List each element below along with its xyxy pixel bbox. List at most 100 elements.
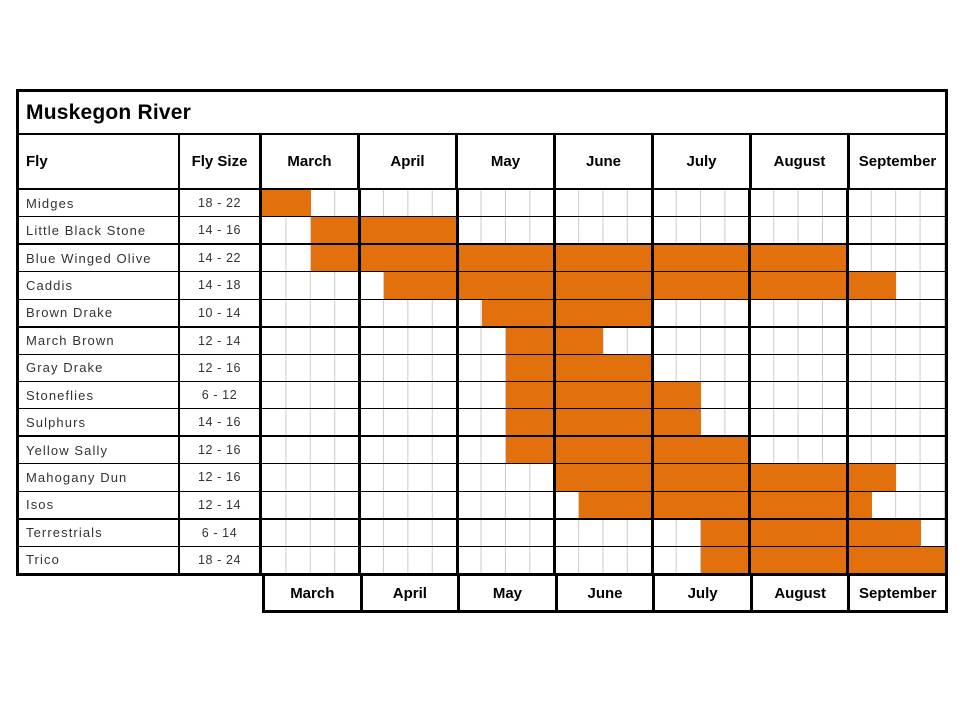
month-gridline [455,245,459,272]
month-gridline [650,546,654,573]
month-header-august: August [749,135,847,188]
month-gridline [650,217,654,244]
hatch-bar [310,217,458,244]
month-gridline [358,381,362,409]
hatch-timeline-cell [262,272,945,299]
fly-size: 18 - 24 [180,546,262,573]
month-gridline [748,245,752,272]
month-footer-july: July [652,576,750,610]
month-gridline [358,272,362,299]
month-gridline [455,519,459,546]
month-gridline [650,354,654,381]
fly-name: Gray Drake [19,354,180,381]
fly-size: 14 - 18 [180,272,262,299]
month-gridline [358,217,362,244]
month-gridline [455,299,459,326]
month-gridline [845,491,849,518]
chart-title: Muskegon River [19,92,945,135]
month-gridline [845,464,849,491]
month-gridline [650,190,654,217]
month-footer-april: April [359,576,458,610]
month-gridline [650,381,654,409]
month-gridline [650,327,654,354]
hatch-bar [262,190,311,217]
hatch-bar [505,409,702,436]
fly-size: 14 - 16 [180,409,262,436]
month-gridline [455,327,459,354]
hatch-timeline-cell [262,354,945,381]
month-gridline [845,437,849,464]
fly-row: Mahogany Dun 12 - 16 [19,464,945,492]
hatch-timeline-cell [262,245,945,272]
fly-size: 12 - 14 [180,491,262,518]
fly-row: Brown Drake 10 - 14 [19,299,945,328]
hatch-timeline-cell [262,464,945,491]
fly-size: 12 - 16 [180,354,262,381]
month-gridline [650,299,654,326]
month-gridline [553,437,557,464]
month-header-june: June [553,135,651,188]
fly-row: Gray Drake 12 - 16 [19,354,945,382]
month-gridline [650,272,654,299]
month-footer-may: May [457,576,555,610]
fly-row: Sulphurs 14 - 16 [19,409,945,438]
month-gridline [358,327,362,354]
month-gridline [650,245,654,272]
fly-size: 14 - 16 [180,217,262,244]
fly-row: March Brown 12 - 14 [19,327,945,355]
month-footer-august: August [749,576,848,610]
fly-row: Trico 18 - 24 [19,546,945,573]
month-gridline [358,491,362,518]
month-gridline [650,464,654,491]
hatch-timeline-cell [262,546,945,573]
month-gridline [553,354,557,381]
hatch-timeline-cell [262,327,945,354]
month-footer-september: September [847,576,945,610]
month-gridline [845,546,849,573]
fly-row: Stoneflies 6 - 12 [19,381,945,410]
month-header-april: April [357,135,455,188]
hatch-bar [310,245,848,272]
month-gridline [455,217,459,244]
fly-size: 18 - 22 [180,190,262,217]
month-gridline [748,354,752,381]
month-gridline [748,190,752,217]
fly-row: Blue Winged Olive 14 - 22 [19,245,945,273]
month-gridline [455,491,459,518]
month-gridline [358,519,362,546]
month-gridline [845,190,849,217]
hatch-bar [505,437,750,464]
fly-size: 6 - 12 [180,381,262,409]
fly-rows: Midges 18 - 22 Little Black Stone 14 - 16 Bl… [19,190,945,573]
fly-row: Midges 18 - 22 [19,190,945,218]
fly-name: Terrestrials [19,519,180,546]
hatch-chart-table: Muskegon River Fly Fly Size March April Ma… [16,89,948,576]
month-gridline [358,546,362,573]
hatch-bar [383,272,897,299]
month-gridline [748,299,752,326]
month-gridline [650,491,654,518]
month-gridline [358,245,362,272]
hatch-timeline-cell [262,519,945,546]
hatch-timeline-cell [262,409,945,436]
month-gridline [455,272,459,299]
month-gridline [748,217,752,244]
fly-row: Terrestrials 6 - 14 [19,519,945,547]
month-gridline [553,190,557,217]
month-gridline [845,245,849,272]
month-footer-row: March April May June July August September [262,573,948,613]
fly-row: Caddis 14 - 18 [19,272,945,300]
fly-name: Caddis [19,272,180,299]
month-gridline [553,327,557,354]
month-gridline [553,409,557,436]
month-gridline [553,381,557,409]
month-header-row: March April May June July August September [262,135,945,188]
fly-name: March Brown [19,327,180,354]
hatch-timeline-cell [262,437,945,464]
month-gridline [748,464,752,491]
month-gridline [845,409,849,436]
month-gridline [455,546,459,573]
month-gridline [748,409,752,436]
month-gridline [358,354,362,381]
